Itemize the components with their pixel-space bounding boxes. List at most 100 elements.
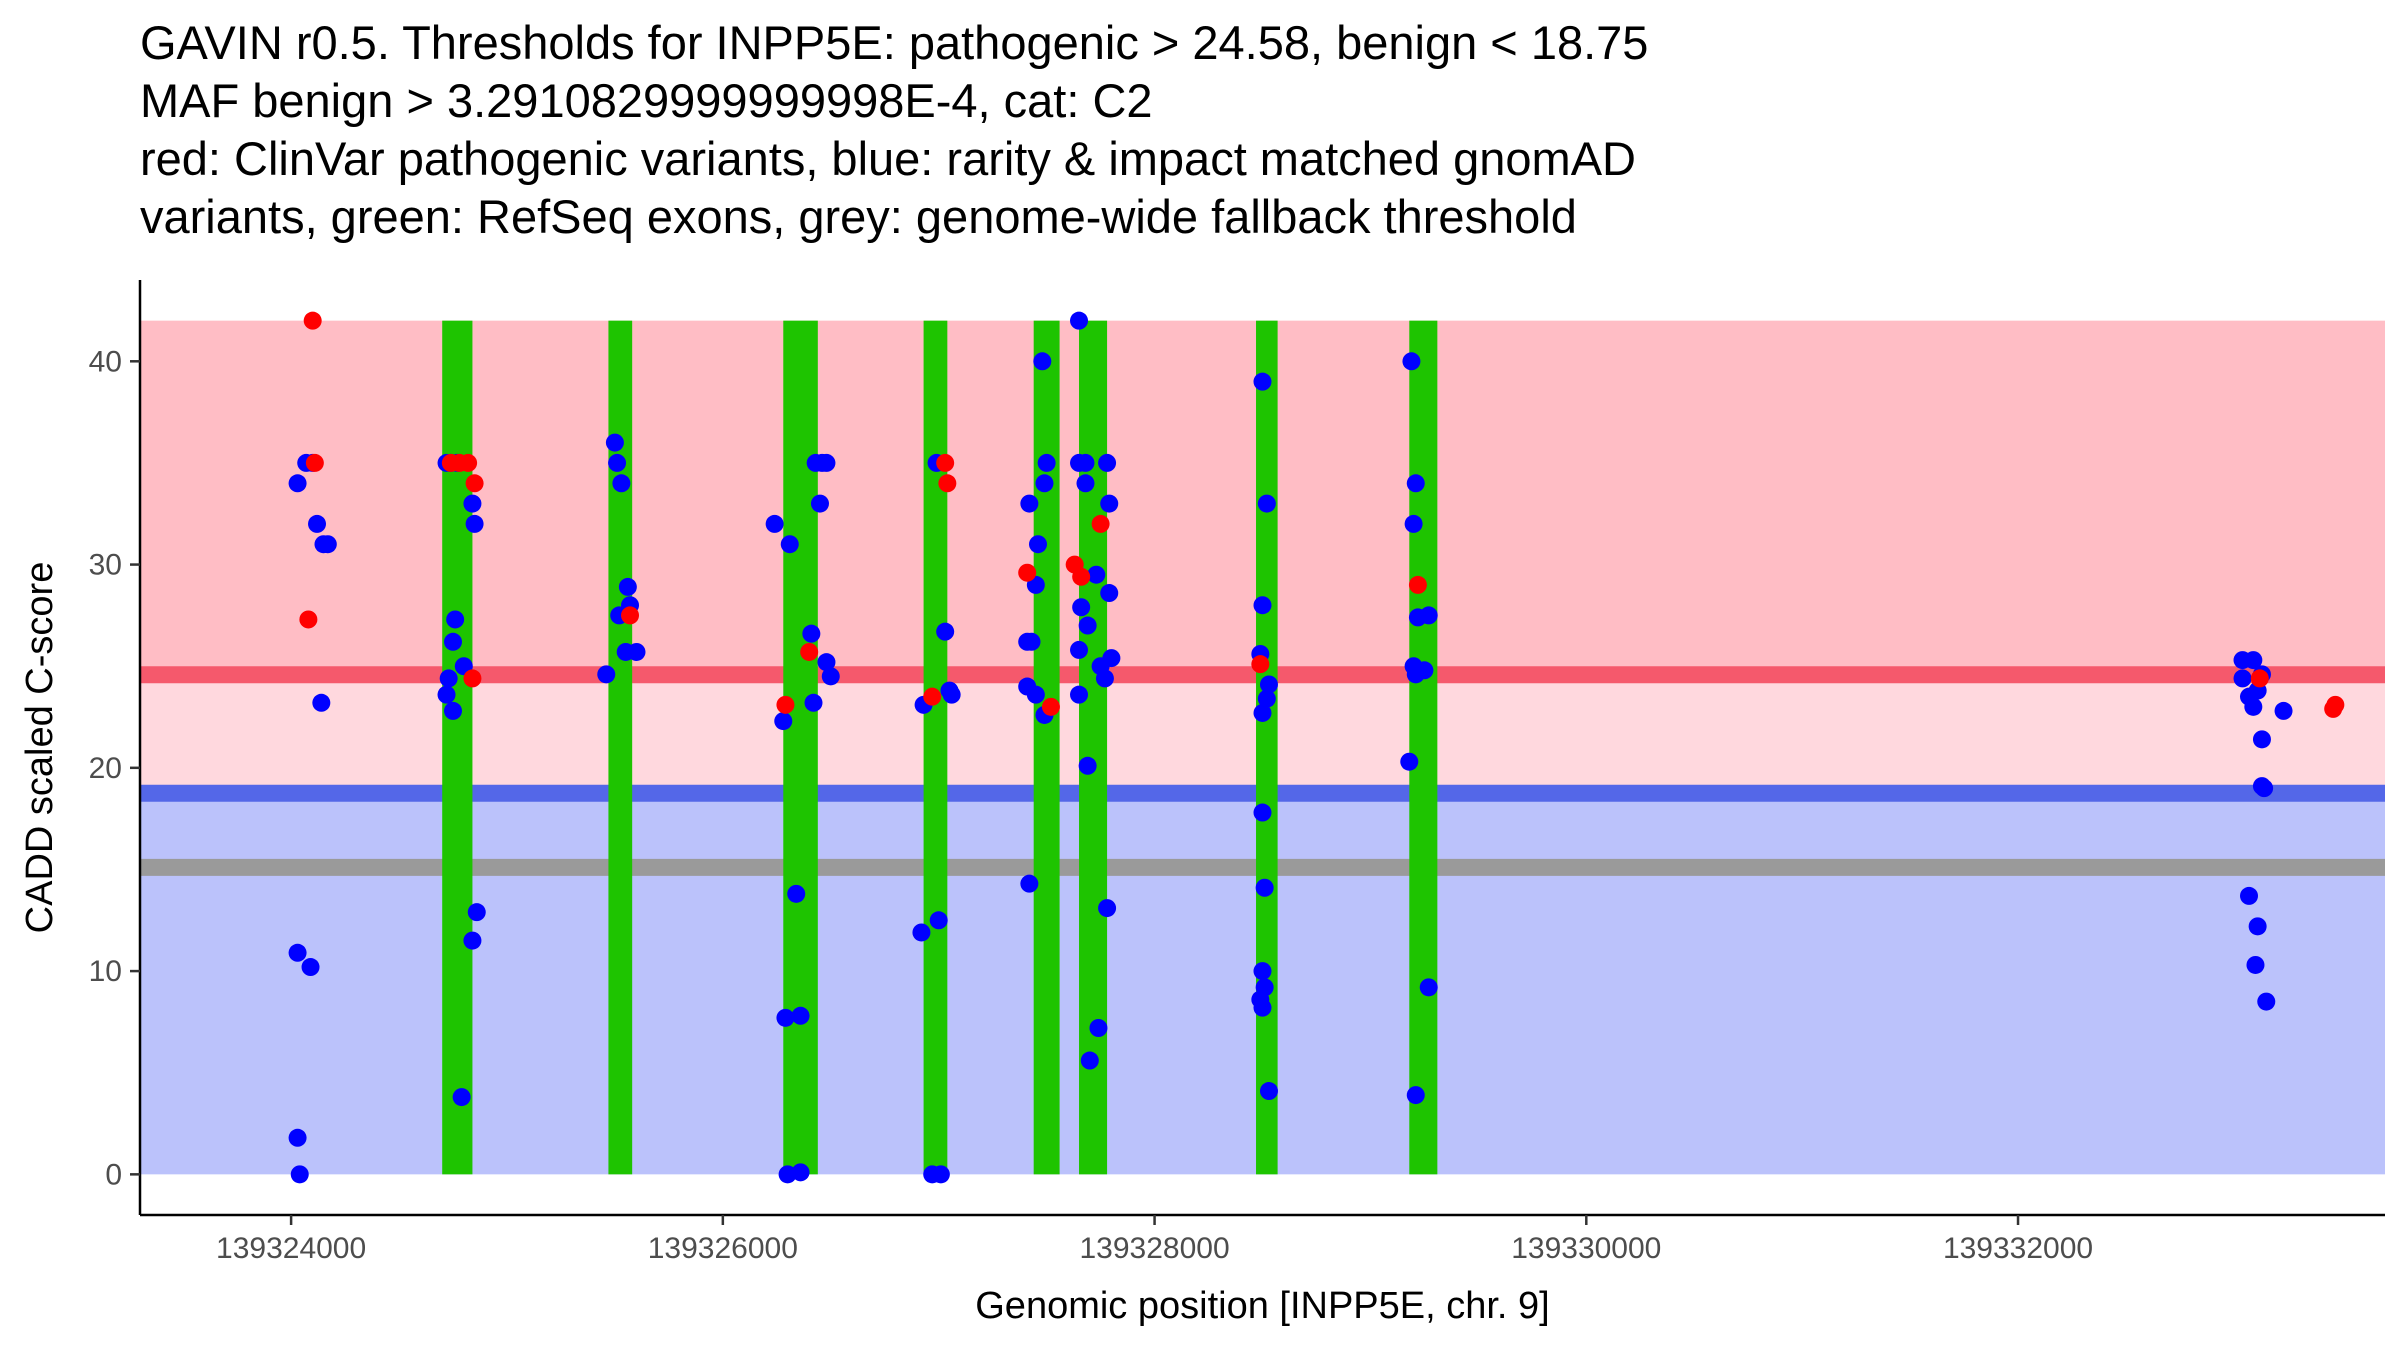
gnomad-point-0-3	[308, 514, 327, 533]
gnomad-point-1-32	[2274, 701, 2293, 720]
gnomad-point-0-59	[1020, 494, 1039, 513]
gnomad-point-1-24	[1406, 1086, 1425, 1105]
gnomad-point-0-49	[791, 1163, 810, 1182]
exon-bar-8	[1409, 320, 1438, 1175]
exon-bar-4	[923, 320, 948, 1175]
gnomad-point-0-81	[1070, 640, 1089, 659]
title-line-4: variants, green: RefSeq exons, grey: gen…	[140, 190, 1577, 243]
x-tick-label-0: 139324000	[216, 1232, 366, 1265]
gnomad-point-1-5	[1257, 689, 1276, 708]
y-tick-label-10: 10	[89, 955, 122, 988]
clinvar-point-2-9	[776, 695, 795, 714]
gnomad-point-0-70	[1020, 874, 1039, 893]
gnomad-point-1-35	[2255, 779, 2274, 798]
gnomad-point-0-75	[1076, 474, 1095, 493]
exon-bar-7	[1256, 320, 1278, 1175]
gnomad-point-1-22	[1400, 752, 1419, 771]
gnomad-point-1-12	[1253, 998, 1272, 1017]
gnomad-point-1-26	[2244, 651, 2263, 670]
gnomad-point-0-15	[444, 632, 463, 651]
gnomad-point-0-65	[1026, 685, 1045, 704]
gnomad-point-0-41	[802, 624, 821, 643]
gnomad-point-0-28	[618, 577, 637, 596]
gnomad-point-0-58	[931, 1165, 950, 1184]
clinvar-point-2-14	[1018, 563, 1037, 582]
gnomad-point-1-1	[1257, 494, 1276, 513]
y-tick-label-20: 20	[89, 752, 122, 785]
clinvar-point-2-13	[923, 687, 942, 706]
title-line-2: MAF benign > 3.2910829999999998E-4, cat:…	[140, 74, 1153, 127]
clinvar-point-2-12	[938, 474, 957, 493]
y-axis-title: CADD scaled C-score	[19, 562, 61, 934]
gnomad-point-1-16	[1404, 514, 1423, 533]
clinvar-point-2-1	[305, 453, 324, 472]
gnomad-point-0-46	[776, 1008, 795, 1027]
gnomad-point-0-40	[810, 494, 829, 513]
gnomad-point-1-14	[1402, 352, 1421, 371]
gnomad-point-0-34	[765, 514, 784, 533]
gnomad-point-0-88	[1089, 1019, 1108, 1037]
gnomad-point-0-6	[312, 693, 331, 712]
gnomad-point-1-39	[2257, 992, 2276, 1011]
clinvar-point-2-19	[1251, 655, 1270, 674]
chart-title: GAVIN r0.5. Thresholds for INPP5E: patho…	[140, 14, 2380, 246]
gnomad-point-0-55	[912, 923, 931, 942]
exon-bar-1	[442, 320, 473, 1175]
gnomad-point-0-71	[1070, 311, 1089, 330]
gnomad-point-0-7	[288, 943, 307, 962]
gnomad-point-0-24	[452, 1088, 471, 1107]
gnomad-point-1-6	[1253, 703, 1272, 722]
exon-bar-5	[1033, 320, 1060, 1175]
gnomad-point-0-84	[1095, 669, 1114, 688]
clinvar-point-2-11	[936, 453, 955, 472]
gnomad-point-1-36	[2240, 886, 2259, 905]
axes	[138, 280, 2385, 1217]
gnomad-point-0-17	[437, 685, 456, 704]
gnomad-point-0-45	[787, 884, 806, 903]
clinvar-point-2-8	[621, 606, 640, 625]
x-tick-label-2: 139328000	[1079, 1232, 1229, 1265]
gnomad-point-0-80	[1078, 616, 1097, 635]
gnomad-point-0-35	[780, 535, 799, 554]
exon-bar-3	[783, 320, 818, 1175]
gnomad-point-0-54	[942, 685, 961, 704]
clinvar-point-2-21	[2250, 669, 2269, 688]
gnomad-point-0-20	[463, 494, 482, 513]
gnomad-point-0-43	[821, 667, 840, 686]
gnomad-point-1-13	[1259, 1082, 1278, 1101]
gnomad-point-1-28	[2233, 669, 2252, 688]
exon-bar-2	[608, 320, 633, 1175]
gnomad-point-0-63	[1022, 632, 1041, 651]
variant-points	[288, 311, 2345, 1184]
clinvar-point-2-5	[459, 453, 478, 472]
clinvar-point-2-18	[1091, 514, 1110, 533]
clinvar-point-2-7	[463, 669, 482, 688]
gnomad-point-0-42	[817, 653, 836, 672]
gnomad-point-0-27	[612, 474, 631, 493]
x-tick-label-1: 139326000	[648, 1232, 798, 1265]
gnomad-point-1-9	[1253, 962, 1272, 981]
gnomad-point-0-85	[1070, 685, 1089, 704]
clinvar-point-2-10	[800, 642, 819, 661]
gnomad-point-0-76	[1100, 494, 1119, 513]
gnomad-point-0-60	[1029, 535, 1047, 554]
gnomad-point-0-87	[1098, 899, 1117, 918]
clinvar-point-2-0	[303, 311, 322, 330]
gnomad-point-0-74	[1098, 453, 1117, 472]
title-line-1: GAVIN r0.5. Thresholds for INPP5E: patho…	[140, 16, 1649, 69]
gnomad-point-0-14	[446, 610, 465, 629]
gnomad-point-1-31	[2244, 697, 2263, 716]
y-tick-label-40: 40	[89, 345, 122, 378]
gnomad-point-1-18	[1419, 606, 1438, 625]
gnomad-point-1-23	[1419, 978, 1438, 997]
gnomad-point-0-89	[1080, 1051, 1099, 1070]
gnomad-point-0-22	[467, 903, 486, 922]
gnomad-point-0-26	[608, 453, 627, 472]
gnomad-point-0-36	[774, 712, 793, 731]
gnomad-point-1-7	[1253, 803, 1272, 822]
gnomad-point-1-15	[1406, 474, 1425, 493]
title-line-3: red: ClinVar pathogenic variants, blue: …	[140, 132, 1636, 185]
gnomad-point-0-5	[318, 535, 337, 554]
gnomad-point-0-10	[290, 1165, 309, 1184]
